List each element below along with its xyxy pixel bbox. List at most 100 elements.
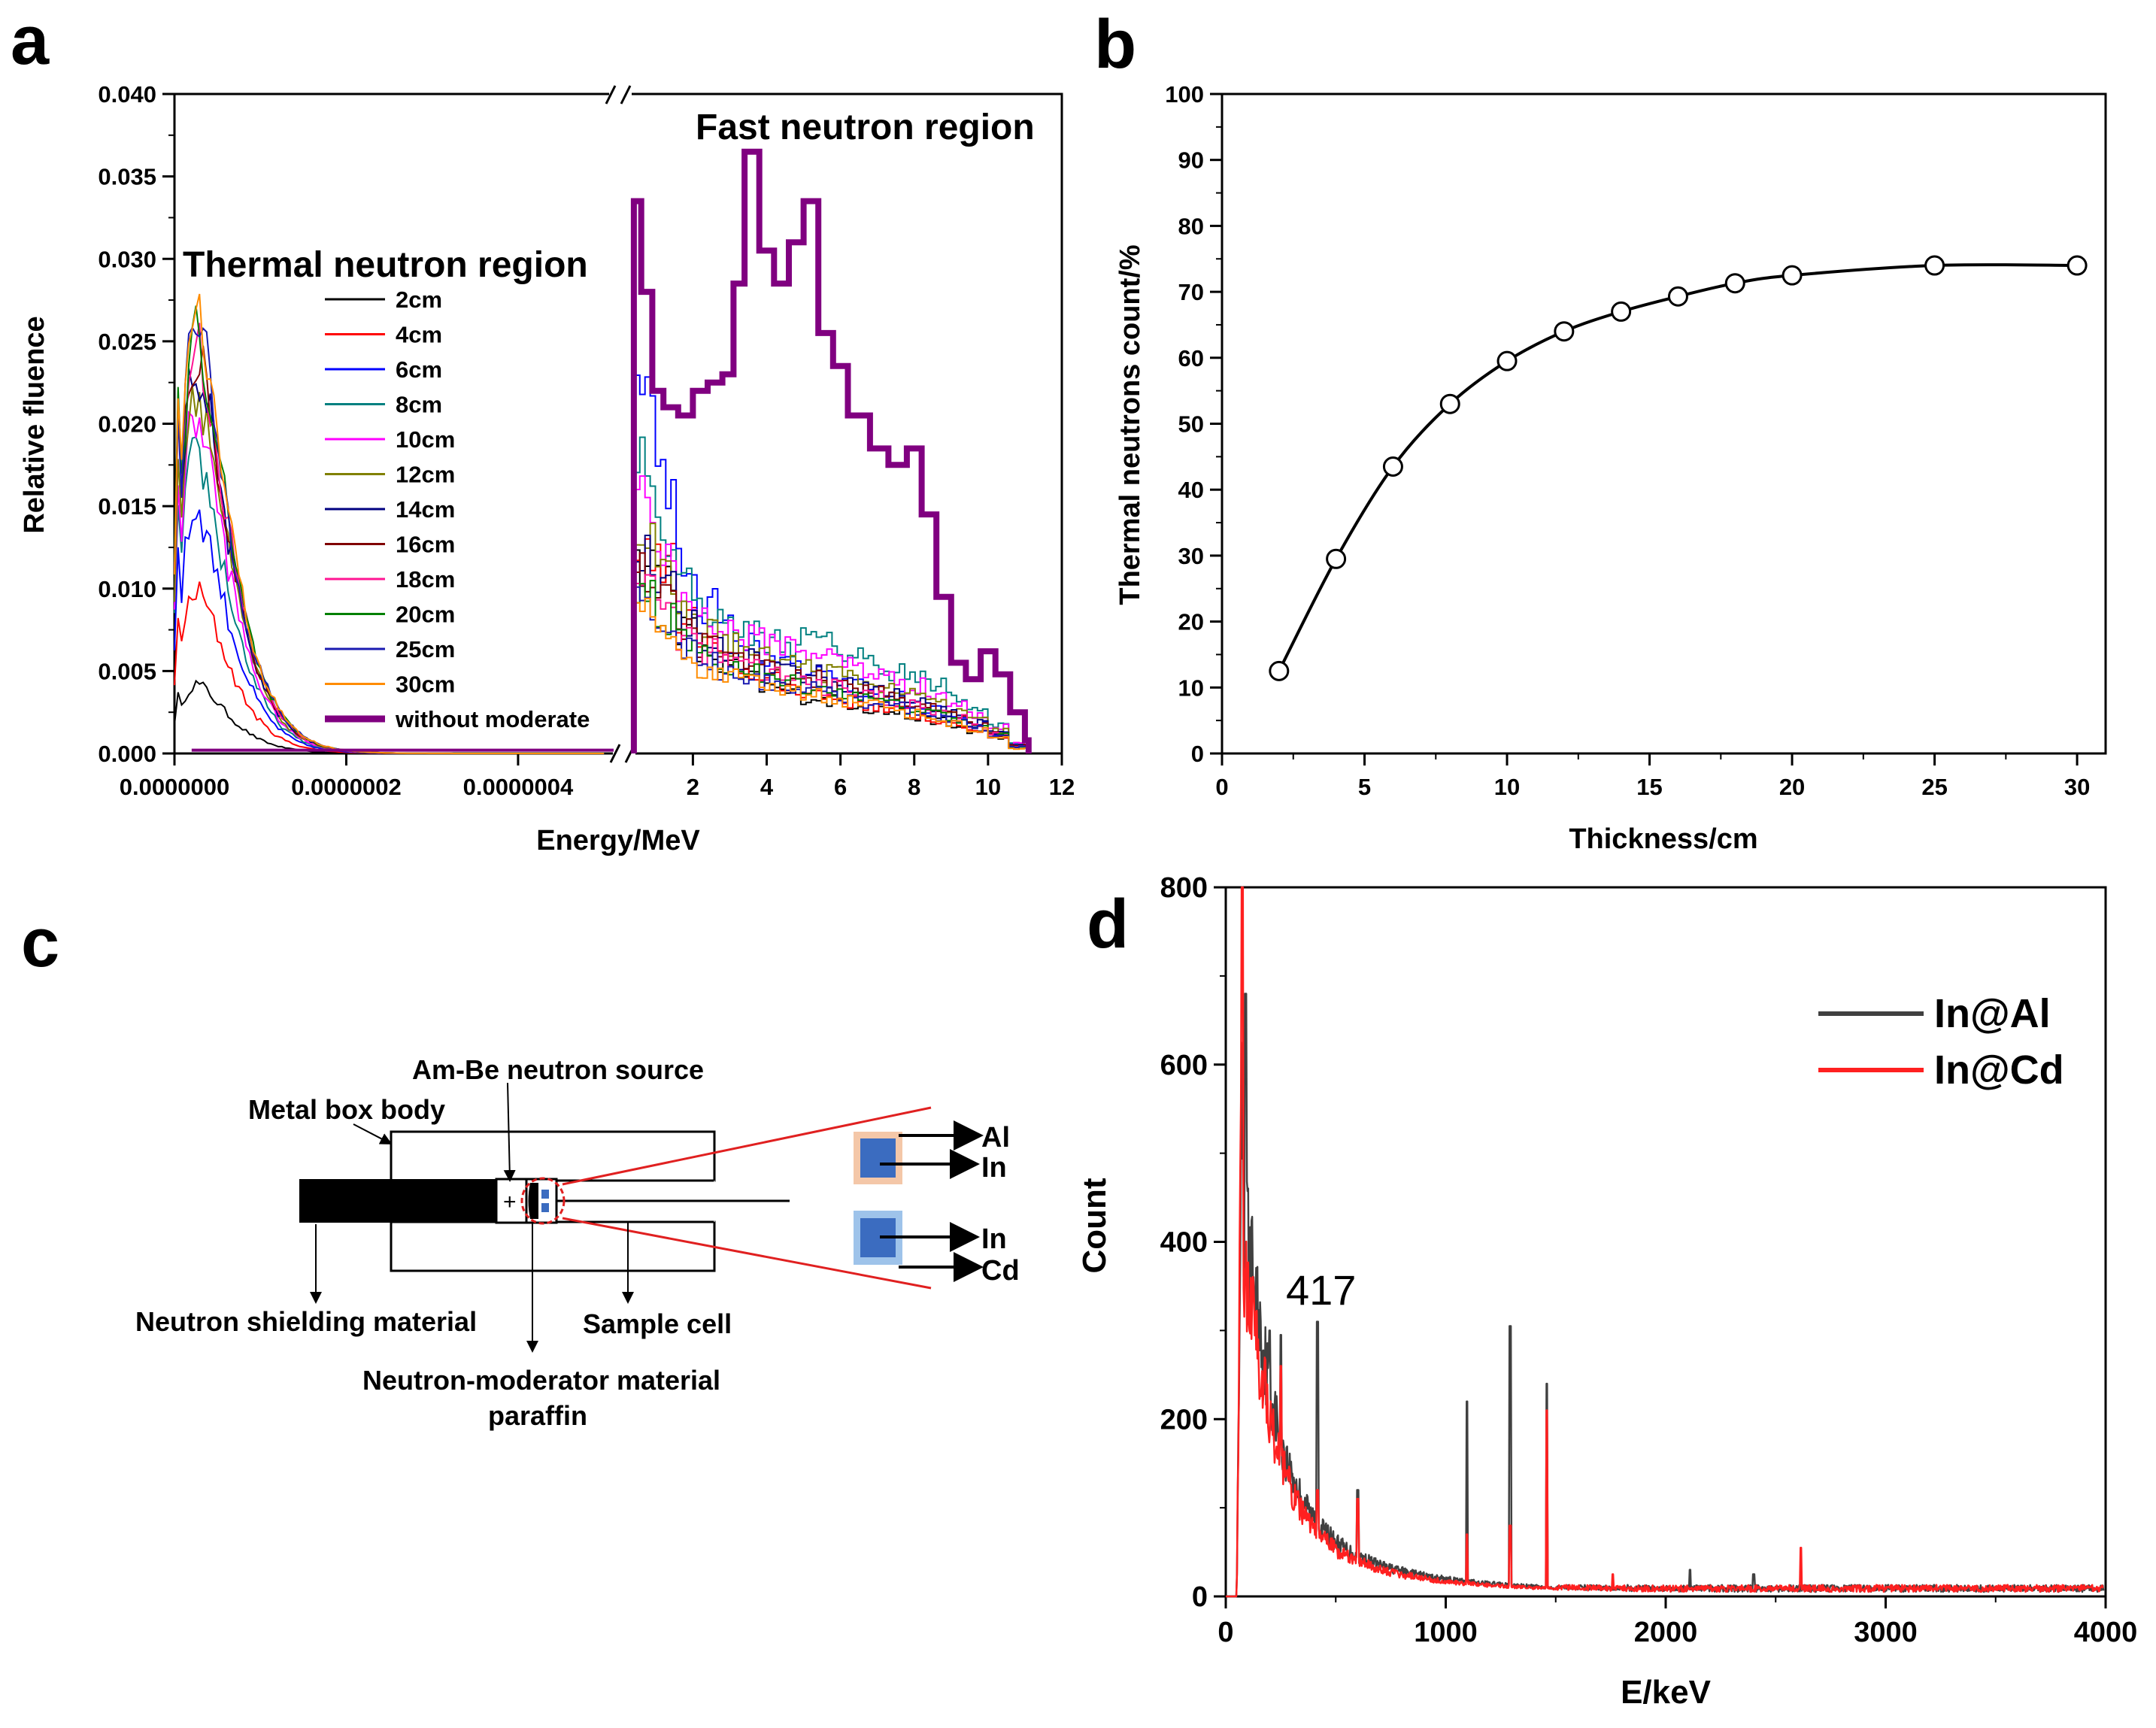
panel-d-xlabel: E/keV — [1621, 1674, 1712, 1711]
panel-a-ytick-label: 0.030 — [98, 246, 156, 272]
panel-d-xtick-label: 1000 — [1414, 1617, 1478, 1648]
label-in-1: In — [981, 1152, 1007, 1184]
thermal-line-30cm — [174, 293, 605, 754]
panel-b-point-16cm — [1667, 286, 1688, 307]
label-am-be-source: Am-Be neutron source — [412, 1054, 704, 1085]
panel-b-point-12cm — [1554, 321, 1575, 342]
legend-label-20cm: 20cm — [396, 602, 455, 628]
panel-b-ytick-label: 80 — [1178, 213, 1204, 239]
sample-mini-2 — [541, 1203, 549, 1212]
panel-a-xtick-label: 6 — [834, 774, 847, 800]
label-in-2: In — [981, 1223, 1007, 1255]
label-metal-box: Metal box body — [248, 1094, 445, 1125]
panel-b-point-10cm — [1496, 350, 1518, 371]
panel-b-xtick-label: 20 — [1779, 774, 1805, 800]
label-shielding: Neutron shielding material — [135, 1306, 477, 1337]
panel-b-ytick-label: 100 — [1165, 81, 1204, 108]
panel-a-spectrum-chart: 0.000 0.005 0.010 0.015 0.020 0.025 0.030 0.035… — [19, 81, 1075, 856]
label-al: Al — [981, 1122, 1010, 1154]
panel-a-ylabel: Relative fluence — [19, 316, 50, 533]
panel-b-curve — [1278, 263, 2078, 672]
panel-a-ytick-label: 0.005 — [98, 658, 156, 684]
legend-label-8cm: 8cm — [396, 392, 442, 418]
panel-d-xtick-label: 3000 — [1854, 1617, 1918, 1648]
fast-line-without-moderate — [630, 148, 1032, 753]
panel-d-ytick-label: 0 — [1192, 1581, 1208, 1613]
panel-a-xtick-label: 4 — [760, 774, 774, 800]
panel-b-ytick-label: 30 — [1178, 543, 1204, 569]
legend-label-2cm: 2cm — [396, 286, 442, 313]
thermal-line-18cm — [174, 323, 605, 754]
legend-label-without-moderate: without moderate — [395, 706, 590, 732]
panel-b-xlabel: Thickness/cm — [1569, 823, 1757, 855]
panel-b-xtick-label: 15 — [1636, 774, 1662, 800]
legend-label-In@Cd: In@Cd — [1934, 1047, 2064, 1093]
thermal-region-annotation: Thermal neutron region — [183, 245, 588, 285]
zoom-circle — [520, 1177, 566, 1225]
legend-label-30cm: 30cm — [396, 671, 455, 698]
panel-b-point-20cm — [1782, 265, 1803, 286]
legend-label-10cm: 10cm — [396, 426, 455, 453]
panel-d-ytick-label: 400 — [1160, 1227, 1208, 1259]
panel-d-ytick-label: 200 — [1160, 1404, 1208, 1435]
fast-line-25cm — [633, 586, 1030, 753]
legend-label-4cm: 4cm — [396, 322, 442, 348]
thermal-line-25cm — [174, 326, 605, 754]
panel-a-xlabel: Energy/MeV — [536, 825, 700, 856]
panel-d-ytick-label: 800 — [1160, 872, 1208, 904]
panel-a-xtick-label: 0.0000000 — [120, 774, 230, 800]
panel-b-ytick-label: 20 — [1178, 609, 1204, 635]
legend-label-18cm: 18cm — [396, 566, 455, 593]
label-paraffin: paraffin — [488, 1400, 587, 1431]
panel-a-ytick-label: 0.015 — [98, 493, 156, 520]
panel-label-c: c — [21, 905, 59, 981]
panel-c-setup-diagram: + Al In In Cd Am-Be neutron source — [135, 1054, 1020, 1431]
metal-box-bottom — [390, 1220, 716, 1272]
panel-b-point-4cm — [1326, 548, 1347, 569]
metal-box-top — [390, 1130, 716, 1182]
panel-b-ytick-label: 50 — [1178, 411, 1204, 438]
fast-line-8cm — [633, 436, 1030, 753]
panel-b-ytick-label: 90 — [1178, 147, 1204, 174]
panel-b-ytick-label: 0 — [1191, 741, 1204, 767]
panel-b-ytick-label: 10 — [1178, 675, 1204, 701]
panel-b-xtick-label: 0 — [1215, 774, 1228, 800]
neutron-shielding-block — [299, 1179, 496, 1223]
panel-d-ylabel: Count — [1076, 1178, 1113, 1273]
legend-label-14cm: 14cm — [396, 496, 455, 523]
panel-label-b: b — [1094, 6, 1136, 83]
legend-label-25cm: 25cm — [396, 636, 455, 662]
source-plus-symbol: + — [503, 1190, 517, 1214]
panel-a-xtick-label: 0.0000004 — [463, 774, 574, 800]
panel-b-point-2cm — [1269, 660, 1290, 681]
panel-a-frame — [173, 92, 1063, 755]
legend-label-12cm: 12cm — [396, 462, 455, 488]
panel-a-ytick-label: 0.020 — [98, 411, 156, 438]
panel-a-ytick-label: 0.025 — [98, 329, 156, 355]
sample-mini-1 — [541, 1190, 549, 1199]
panel-d-xtick-label: 4000 — [2074, 1617, 2138, 1648]
panel-a-xtick-label: 2 — [687, 774, 699, 800]
panel-b-frame — [1221, 92, 2107, 755]
fast-region-annotation: Fast neutron region — [696, 108, 1035, 147]
panel-b-xtick-label: 5 — [1358, 774, 1371, 800]
peak-annotation-417: 417 — [1286, 1266, 1356, 1314]
panel-d-xtick-label: 2000 — [1634, 1617, 1698, 1648]
panel-a-xtick-label: 12 — [1049, 774, 1075, 800]
thermal-line-14cm — [174, 368, 605, 754]
spectrum-line-In@Cd — [1225, 886, 2104, 1598]
panel-b-point-8cm — [1439, 393, 1460, 414]
panel-label-d: d — [1087, 886, 1129, 963]
thermal-line-16cm — [174, 345, 605, 754]
panel-a-xtick-label: 8 — [908, 774, 920, 800]
panel-label-a: a — [11, 2, 50, 79]
legend-label-In@Al: In@Al — [1934, 991, 2051, 1036]
panel-b-xtick-label: 25 — [1921, 774, 1947, 800]
panel-a-xtick-label: 0.0000002 — [291, 774, 402, 800]
panel-b-thickness-chart: 0 10 20 30 40 50 60 70 80 90 100 0 5 10 15 20 25 30 Ther… — [1114, 81, 2107, 855]
panel-a-ytick-label: 0.035 — [98, 164, 156, 190]
panel-b-point-18cm — [1724, 273, 1745, 294]
panel-b-point-14cm — [1611, 301, 1632, 322]
panel-b-point-30cm — [2067, 255, 2088, 276]
